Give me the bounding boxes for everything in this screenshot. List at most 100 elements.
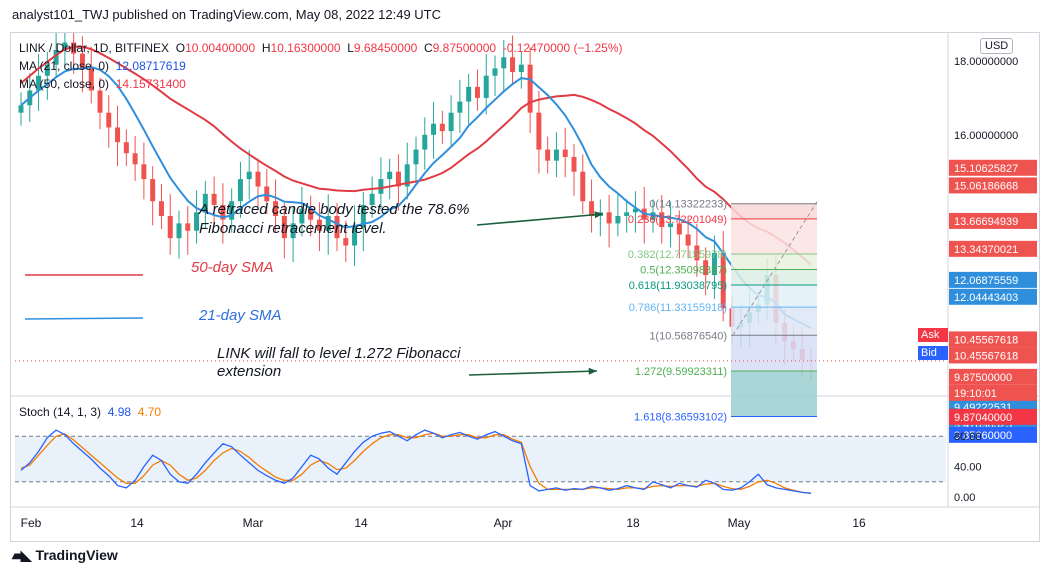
candle	[150, 179, 156, 202]
candle	[352, 227, 358, 246]
candle	[483, 75, 489, 98]
bid-value: 9.85660000	[954, 430, 1012, 442]
ma50-legend: MA (50, close, 0) 14.15731400	[19, 77, 186, 91]
candle	[299, 208, 305, 224]
stoch-k-value: 4.98	[107, 405, 132, 419]
close-value: 9.87500000	[432, 41, 497, 55]
x-tick-label: May	[728, 516, 751, 530]
sma50-line	[20, 45, 812, 266]
currency-button[interactable]: USD	[980, 38, 1014, 54]
candle	[62, 42, 68, 50]
candle	[167, 216, 173, 239]
candle	[571, 156, 577, 172]
stoch-tick-label: 80.00	[954, 431, 982, 443]
fib-level-label: 0(14.13322233)	[649, 199, 727, 211]
fib-zone	[731, 203, 817, 219]
candle	[220, 204, 226, 220]
candle	[343, 238, 349, 246]
countdown-box	[949, 384, 1037, 401]
candle	[106, 112, 112, 128]
candle	[606, 212, 612, 224]
price-label-text: 15.10625827	[954, 163, 1018, 175]
candle	[668, 223, 674, 228]
candle	[176, 223, 182, 239]
fib-level-label: 0.618(11.93038795)	[629, 280, 727, 292]
candle	[422, 134, 428, 150]
candle	[545, 149, 551, 161]
candle	[685, 234, 691, 246]
retrace-arrow-head	[594, 211, 603, 219]
candle	[562, 149, 568, 157]
candle	[308, 208, 314, 220]
high-value: 10.16300000	[270, 41, 341, 55]
price-label-box	[949, 271, 1037, 288]
annotation-fall-2: extension	[217, 363, 282, 380]
candle	[273, 201, 279, 216]
candle	[53, 49, 59, 65]
candle	[88, 68, 94, 91]
candle	[44, 64, 50, 76]
candle	[457, 101, 463, 113]
candle	[237, 179, 243, 202]
low-value: 9.68450000	[353, 41, 418, 55]
change-value: -0.12470000 (−1.25%)	[502, 41, 623, 55]
candle	[202, 193, 208, 213]
fib-zone	[731, 335, 817, 372]
price-label-text: 10.45567618	[954, 334, 1018, 346]
candle	[589, 201, 595, 216]
candle	[448, 112, 454, 132]
candle	[501, 57, 507, 69]
price-label-box	[949, 159, 1037, 176]
ask-value: 9.87040000	[954, 412, 1012, 424]
price-label-text: 10.45567618	[954, 350, 1018, 362]
x-tick-label: 18	[626, 516, 640, 530]
candle	[694, 245, 700, 261]
price-label-box	[949, 331, 1037, 348]
annotation-retrace-2: Fibonacci retracement level.	[199, 220, 387, 237]
candle	[185, 223, 191, 231]
candle	[255, 171, 261, 187]
candle	[615, 216, 621, 224]
candle	[378, 179, 384, 194]
fib-zone	[731, 307, 817, 336]
stoch-band	[15, 436, 946, 482]
price-chart[interactable]: Feb 14 Mar 14 Apr 18 May 16 0(14.13322233) 0.236(…	[11, 33, 1039, 541]
price-label-text: 13.66694939	[954, 216, 1018, 228]
candle	[395, 171, 401, 187]
bid-label: Bid	[918, 346, 948, 360]
stoch-d-value: 4.70	[137, 405, 162, 419]
price-label-box	[949, 288, 1037, 305]
candle	[325, 216, 331, 231]
fib-zone	[731, 285, 817, 308]
candle	[229, 201, 235, 220]
ma21-value: 12.08717619	[115, 59, 186, 73]
candle	[71, 42, 77, 54]
candle	[360, 204, 366, 228]
symbol-name: LINK / Dollar, 1D, BITFINEX	[19, 41, 170, 55]
x-tick-label: 14	[130, 516, 144, 530]
x-tick-label: Feb	[21, 516, 42, 530]
fib-level-label: 0.382(12.77155978)	[628, 249, 727, 261]
candle	[18, 105, 24, 113]
price-label-box	[949, 240, 1037, 257]
fib-zone	[731, 269, 817, 286]
sma21-line	[20, 65, 812, 330]
candle	[431, 123, 437, 135]
fib-level-label: 0.236(13.72201049)	[628, 214, 727, 226]
fall-arrow-head	[588, 367, 597, 375]
ask-label: Ask	[918, 328, 948, 342]
candle	[115, 127, 121, 143]
candle	[387, 171, 393, 180]
candle	[211, 193, 217, 205]
candle	[439, 123, 445, 132]
annotation-fall-1: LINK will fall to level 1.272 Fibonacci	[217, 345, 461, 362]
price-tick-label: 16.00000000	[954, 130, 1018, 142]
sma21-legend-line	[24, 317, 144, 320]
candle	[474, 86, 480, 98]
x-tick-label: 14	[354, 516, 368, 530]
fib-trend-line	[732, 201, 818, 336]
fib-zone	[731, 253, 817, 270]
tradingview-logo[interactable]: ▰◣ TradingView	[12, 547, 118, 563]
candle	[536, 112, 542, 150]
annotation-sma50: 50-day SMA	[191, 259, 274, 276]
